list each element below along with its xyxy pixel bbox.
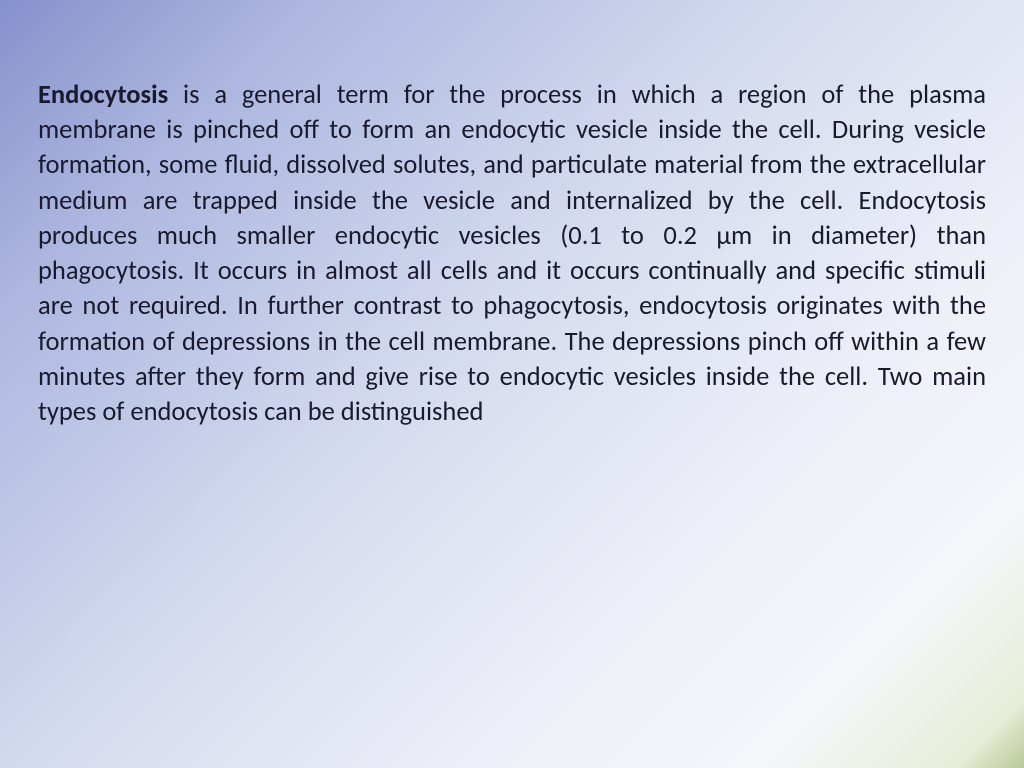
- body-text: is a general term for the process in whi…: [38, 79, 986, 428]
- term-bold: Endocytosis: [38, 79, 168, 111]
- slide-text-block: Endocytosis is a general term for the pr…: [38, 78, 986, 430]
